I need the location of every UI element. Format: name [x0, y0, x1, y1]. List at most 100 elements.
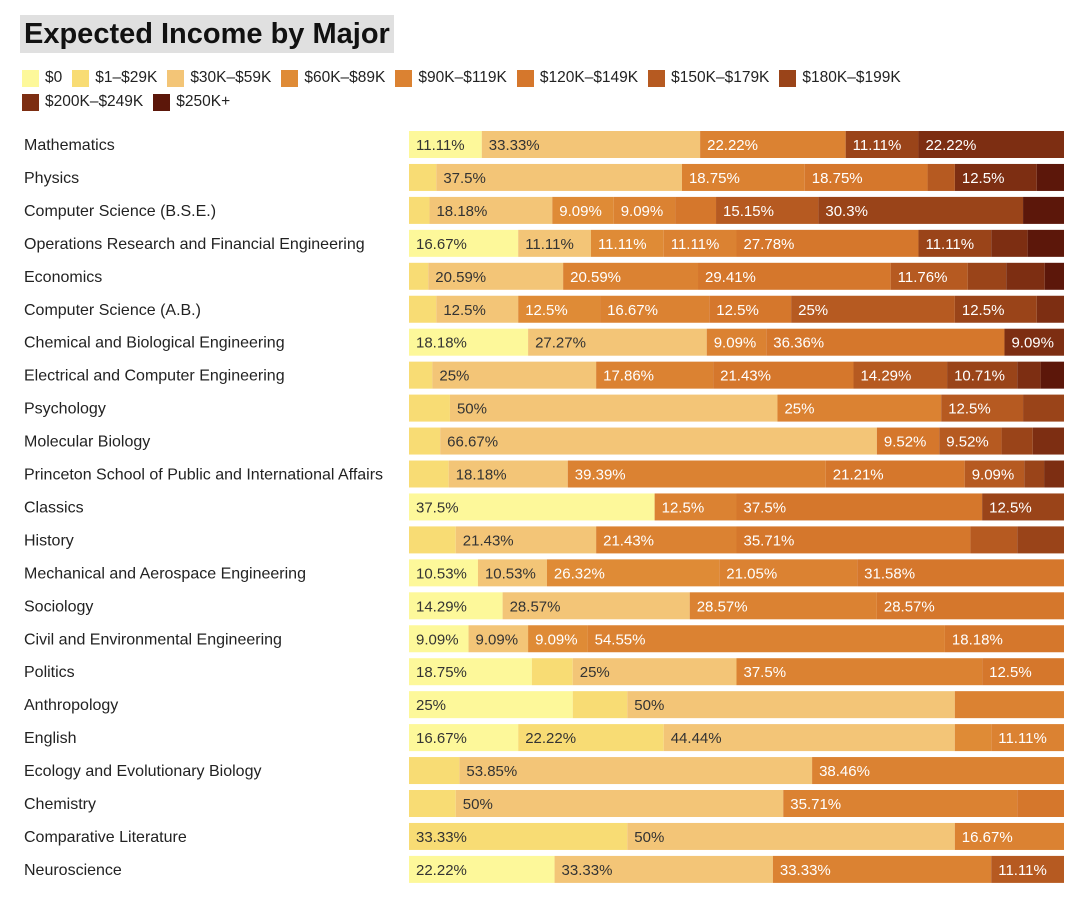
legend-label: $30K–$59K	[190, 69, 272, 86]
bar-segment	[409, 658, 532, 686]
data-label: 11.11%	[416, 137, 465, 154]
bar-segment	[954, 295, 1037, 323]
bar-segment	[857, 559, 1064, 587]
legend-item: $30K–$59K	[167, 68, 271, 88]
data-label: 37.5%	[443, 170, 486, 187]
major-label: Comparative Literature	[24, 829, 187, 846]
major-label: Anthropology	[24, 697, 118, 714]
bar-segment	[409, 559, 478, 587]
bar-segment	[409, 625, 469, 653]
legend-swatch	[22, 69, 39, 87]
bar-segment	[409, 328, 529, 356]
data-label: 9.09%	[416, 631, 459, 648]
legend-item: $90K–$119K	[395, 68, 507, 88]
legend-item: $120K–$149K	[516, 68, 639, 88]
data-label: 66.67%	[447, 434, 498, 451]
bar-segment	[567, 460, 826, 488]
bar-segment	[736, 658, 983, 686]
data-label: 10.53%	[416, 565, 467, 582]
bar-segment	[713, 361, 854, 389]
bar-segment	[1017, 361, 1041, 389]
data-label: 25%	[439, 368, 469, 385]
bar-segment	[700, 131, 846, 158]
data-label: 12.5%	[989, 499, 1032, 516]
bar-segment	[518, 724, 664, 752]
legend-item: $60K–$89K	[281, 68, 385, 88]
major-label: Computer Science (A.B.)	[24, 302, 201, 319]
bar-segment	[1036, 295, 1064, 323]
bar-segment	[876, 427, 940, 455]
bar-segment	[409, 592, 503, 620]
bar-segment	[1036, 163, 1064, 191]
bar-segment	[1040, 361, 1064, 389]
bar-segment	[546, 559, 720, 587]
bar-segment	[477, 559, 547, 587]
major-label: Ecology and Evolutionary Biology	[24, 763, 261, 780]
bar-segment	[409, 394, 450, 422]
data-label: 28.57%	[884, 598, 935, 615]
data-label: 22.22%	[525, 730, 576, 747]
bar-segment	[409, 262, 429, 290]
bar-segment	[954, 163, 1037, 191]
data-label: 15.15%	[723, 203, 774, 220]
data-label: 12.5%	[662, 499, 705, 516]
data-label: 9.09%	[714, 335, 757, 352]
data-label: 26.32%	[554, 565, 605, 582]
data-label: 11.11%	[925, 236, 974, 253]
bar-segment	[409, 855, 555, 883]
major-label: Operations Research and Financial Engine…	[24, 236, 365, 253]
bar-segment	[991, 229, 1028, 257]
major-label: Chemical and Biological Engineering	[24, 335, 285, 352]
major-label: Molecular Biology	[24, 434, 150, 451]
bar-segment	[1001, 427, 1033, 455]
bar-segment	[818, 196, 1024, 224]
bar-segment	[1004, 328, 1064, 356]
data-label: 25%	[580, 664, 610, 681]
data-label: 9.09%	[559, 203, 602, 220]
bar-segment	[587, 625, 945, 653]
bar-segment	[982, 658, 1064, 686]
legend-swatch	[72, 69, 90, 87]
bar-segment	[927, 163, 955, 191]
data-label: 11.11%	[853, 137, 902, 154]
data-label: 16.67%	[962, 829, 1013, 846]
bar-segment	[1027, 229, 1064, 257]
data-label: 38.46%	[819, 763, 870, 780]
bar-segment	[1017, 526, 1064, 554]
data-label: 18.18%	[456, 467, 507, 484]
data-label: 27.27%	[535, 335, 586, 352]
legend-label: $0	[45, 69, 63, 86]
data-label: 11.11%	[998, 862, 1047, 879]
bar-segment	[409, 196, 430, 224]
bar-segment	[409, 822, 628, 850]
bar-segment	[409, 757, 460, 785]
bar-segment	[941, 394, 1024, 422]
bar-segment	[1017, 790, 1064, 817]
legend-label: $120K–$149K	[539, 69, 639, 86]
data-label: 11.11%	[671, 236, 720, 253]
data-label: 28.57%	[697, 598, 748, 615]
data-label: 21.05%	[726, 565, 777, 582]
data-label: 25%	[784, 401, 814, 418]
bar-segment	[918, 229, 992, 257]
data-label: 21.43%	[463, 532, 514, 549]
bar-segment	[1024, 460, 1045, 488]
data-label: 9.09%	[476, 631, 519, 648]
bar-segment	[590, 229, 664, 257]
legend-item: $0	[22, 68, 62, 88]
major-label: Economics	[24, 269, 102, 286]
data-label: 54.55%	[595, 631, 646, 648]
bar-segment	[627, 691, 955, 719]
legend-swatch	[648, 69, 666, 87]
data-label: 10.71%	[954, 368, 1005, 385]
bar-segment	[804, 163, 928, 191]
data-label: 30.3%	[825, 203, 868, 220]
data-label: 17.86%	[603, 368, 654, 385]
data-label: 18.75%	[812, 170, 863, 187]
legend-swatch	[281, 69, 299, 87]
bar-segment	[409, 526, 456, 554]
legend-item: $1–$29K	[72, 68, 157, 88]
bar-segment	[1044, 262, 1064, 290]
bar-segment	[468, 625, 529, 653]
data-label: 29.41%	[705, 269, 756, 286]
